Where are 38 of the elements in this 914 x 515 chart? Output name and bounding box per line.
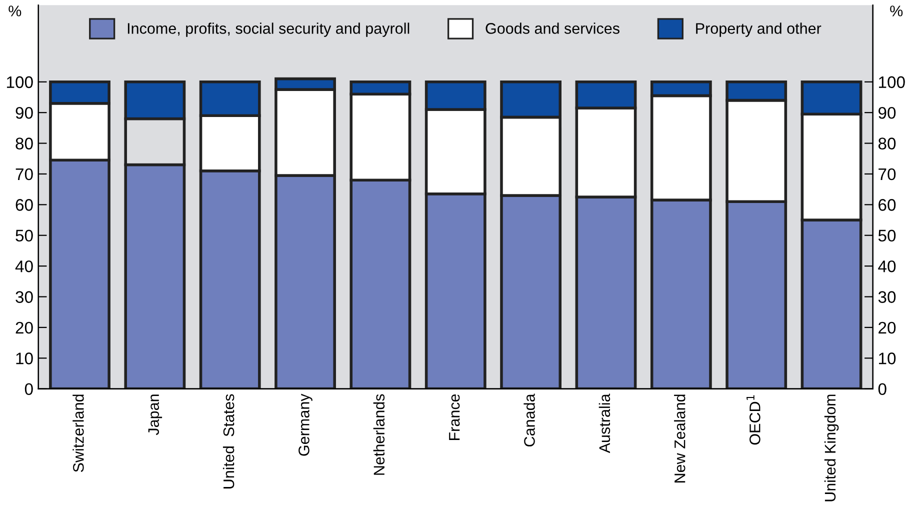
y-tick-label: 30 <box>16 291 33 303</box>
y-tick-label: 80 <box>16 138 33 150</box>
x-tick-label: United States <box>222 394 234 488</box>
x-tick-label: United Kingdom <box>824 394 839 502</box>
x-tick-label: OECD$^{1}$ <box>746 395 760 445</box>
y2-tick-label: 30 <box>878 291 896 303</box>
y2-tick-label: 100 <box>879 76 905 88</box>
y-tick-label: 40 <box>15 260 33 272</box>
x-tick-label: Japan <box>148 394 162 436</box>
y-tick-label: 60 <box>16 199 33 211</box>
y2-tick-label: 50 <box>878 230 896 242</box>
y-tick-label: 50 <box>16 230 33 242</box>
y2-axis-title: % <box>890 6 903 16</box>
y2-tick-label: 70 <box>878 168 896 180</box>
y2-tick-label: 40 <box>878 260 896 272</box>
y2-tick-label: 80 <box>878 138 896 150</box>
legend-label: Property and other <box>696 22 822 37</box>
x-tick-label: France <box>449 394 460 440</box>
y-tick-label: 90 <box>16 106 33 119</box>
x-tick-label: Australia <box>598 394 610 454</box>
x-tick-label: Germany <box>298 394 312 456</box>
y-tick-label: 70 <box>16 168 33 180</box>
y-tick-label: 0 <box>24 383 33 396</box>
y2-tick-label: 20 <box>878 322 896 334</box>
x-tick-label: Canada <box>524 394 535 446</box>
legend-label: Goods and services <box>486 22 620 34</box>
y-tick-label: 20 <box>16 322 33 334</box>
y2-tick-label: 90 <box>878 106 896 119</box>
y2-tick-label: 10 <box>879 352 896 364</box>
y2-tick-label: 60 <box>878 199 896 211</box>
legend-label: Income, profits, social security and payroll <box>128 22 410 37</box>
y-tick-label: 100 <box>6 76 33 88</box>
y-axis-title: % <box>8 6 22 16</box>
x-tick-label: Switzerland <box>72 394 84 472</box>
x-tick-label: Netherlands <box>373 394 385 475</box>
y2-tick-label: 0 <box>878 383 886 396</box>
x-tick-label: New Zealand <box>674 394 686 482</box>
y-tick-label: 10 <box>16 352 33 364</box>
